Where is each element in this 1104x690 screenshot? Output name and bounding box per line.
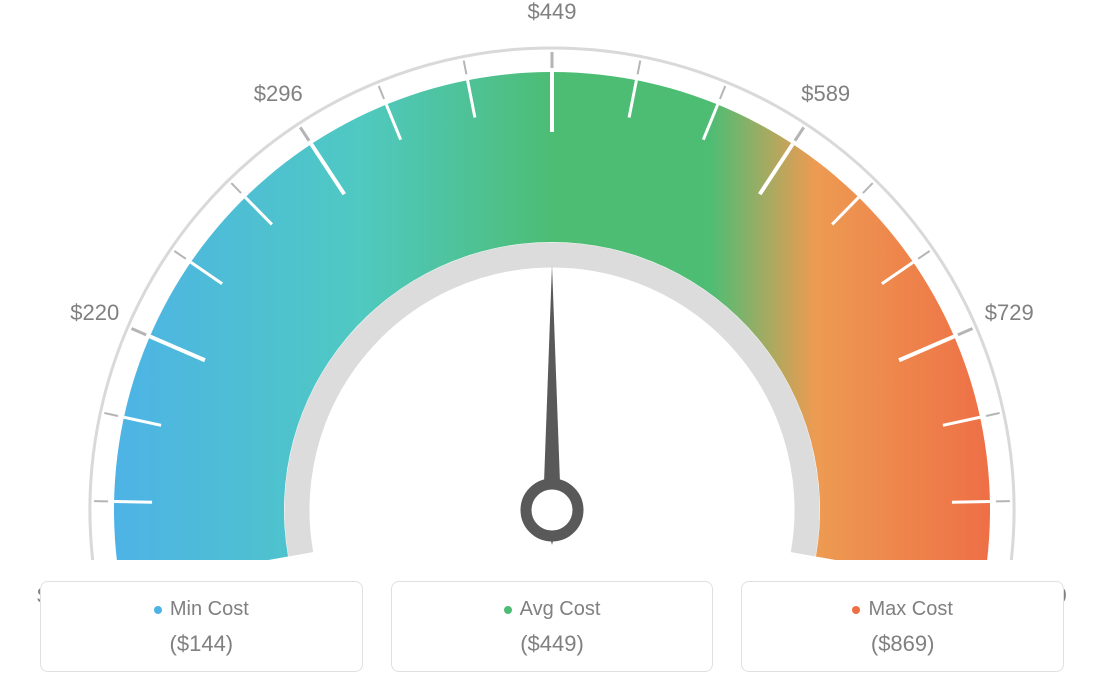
gauge-tick-label: $296 — [254, 81, 303, 107]
min-cost-label: Min Cost — [170, 598, 249, 621]
avg-cost-value: ($449) — [392, 631, 713, 657]
max-cost-label: Max Cost — [868, 598, 952, 621]
max-cost-card: Max Cost ($869) — [741, 581, 1064, 672]
max-cost-value: ($869) — [742, 631, 1063, 657]
avg-cost-card: Avg Cost ($449) — [391, 581, 714, 672]
gauge-tick-label: $729 — [985, 300, 1034, 326]
gauge-chart: $144$220$296$449$589$729$869 — [0, 0, 1104, 560]
min-cost-value: ($144) — [41, 631, 362, 657]
min-dot-icon — [154, 606, 162, 614]
gauge-tick-label: $449 — [528, 0, 577, 25]
min-cost-card: Min Cost ($144) — [40, 581, 363, 672]
gauge-tick-label: $220 — [70, 300, 119, 326]
gauge-svg — [0, 0, 1104, 560]
min-cost-title: Min Cost — [41, 598, 362, 621]
max-dot-icon — [852, 606, 860, 614]
summary-cards: Min Cost ($144) Avg Cost ($449) Max Cost… — [40, 581, 1064, 672]
avg-cost-label: Avg Cost — [520, 598, 601, 621]
avg-dot-icon — [504, 606, 512, 614]
avg-cost-title: Avg Cost — [392, 598, 713, 621]
max-cost-title: Max Cost — [742, 598, 1063, 621]
gauge-tick-label: $589 — [801, 81, 850, 107]
